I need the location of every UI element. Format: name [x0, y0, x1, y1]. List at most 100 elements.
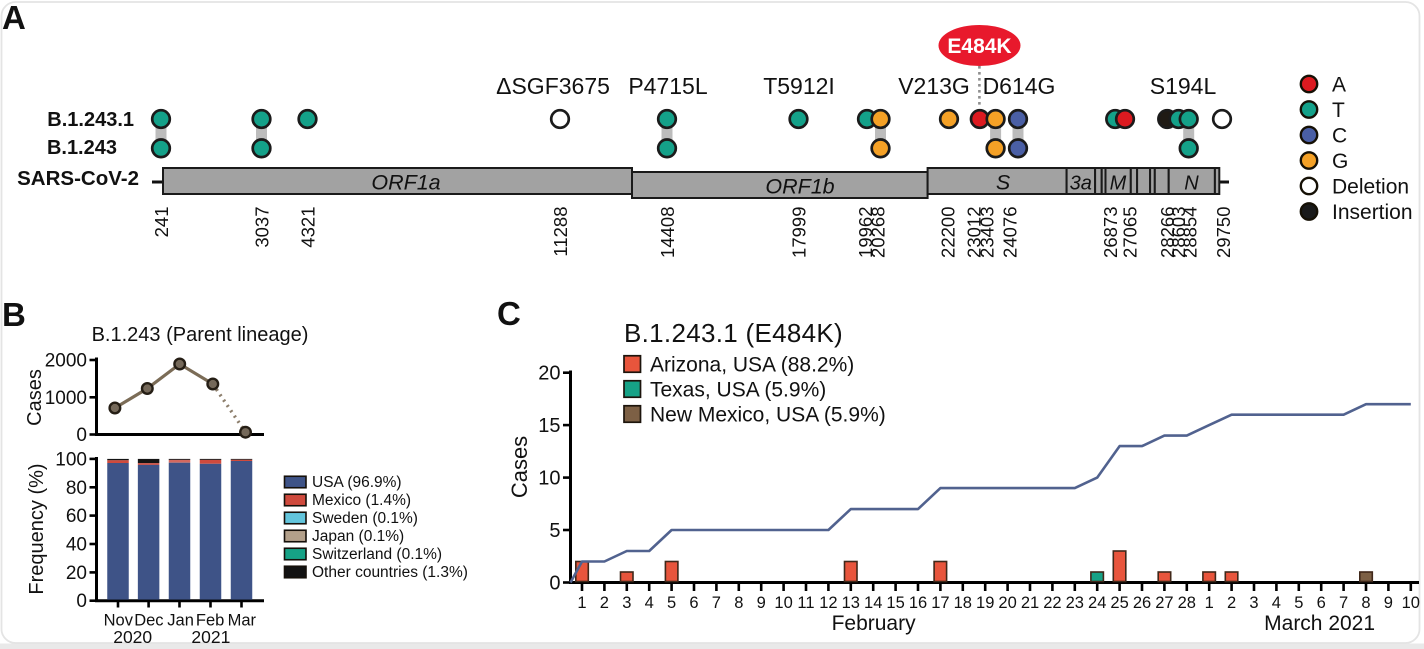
- svg-text:Dec: Dec: [134, 612, 163, 630]
- svg-text:B.1.243.1 (E484K): B.1.243.1 (E484K): [624, 318, 843, 348]
- svg-text:A: A: [2, 0, 26, 36]
- svg-text:27065: 27065: [1120, 207, 1141, 258]
- svg-text:4: 4: [645, 594, 654, 612]
- svg-text:6: 6: [1317, 594, 1326, 612]
- svg-text:17: 17: [931, 594, 949, 612]
- svg-text:15: 15: [538, 415, 560, 437]
- svg-text:6: 6: [689, 594, 698, 612]
- svg-text:Cases: Cases: [24, 369, 46, 426]
- svg-text:Nov: Nov: [104, 612, 134, 630]
- svg-text:5: 5: [667, 594, 676, 612]
- svg-text:S194L: S194L: [1150, 73, 1217, 99]
- svg-text:1: 1: [577, 594, 586, 612]
- svg-text:9: 9: [757, 594, 766, 612]
- svg-text:N: N: [1184, 173, 1199, 195]
- svg-text:New Mexico, USA (5.9%): New Mexico, USA (5.9%): [650, 403, 886, 426]
- svg-text:B: B: [2, 296, 26, 333]
- svg-text:9: 9: [1384, 594, 1393, 612]
- svg-text:19962: 19962: [855, 207, 876, 258]
- svg-text:7: 7: [712, 594, 721, 612]
- svg-text:25: 25: [1110, 594, 1128, 612]
- svg-text:11288: 11288: [550, 207, 571, 257]
- svg-text:4321: 4321: [298, 207, 319, 248]
- svg-text:10: 10: [1402, 594, 1420, 612]
- svg-text:12: 12: [819, 594, 837, 612]
- svg-text:22: 22: [1043, 594, 1061, 612]
- svg-text:Texas, USA (5.9%): Texas, USA (5.9%): [650, 378, 826, 401]
- svg-text:3: 3: [1249, 594, 1258, 612]
- svg-text:B.1.243: B.1.243: [47, 137, 117, 159]
- svg-text:23: 23: [1066, 594, 1084, 612]
- svg-text:D614G: D614G: [983, 73, 1056, 99]
- svg-text:18: 18: [954, 594, 972, 612]
- svg-text:14408: 14408: [657, 207, 678, 258]
- svg-text:ORF1a: ORF1a: [371, 171, 440, 195]
- svg-text:February: February: [832, 612, 917, 635]
- svg-text:22200: 22200: [938, 207, 959, 258]
- svg-text:2: 2: [600, 594, 609, 612]
- svg-text:17999: 17999: [789, 207, 810, 258]
- svg-text:3: 3: [622, 594, 631, 612]
- svg-text:C: C: [1332, 125, 1347, 148]
- svg-text:28854: 28854: [1180, 207, 1201, 258]
- svg-text:Sweden (0.1%): Sweden (0.1%): [312, 510, 418, 527]
- svg-text:Deletion: Deletion: [1332, 176, 1409, 199]
- svg-text:26873: 26873: [1100, 207, 1121, 258]
- svg-text:1000: 1000: [45, 388, 87, 409]
- svg-text:20: 20: [538, 363, 560, 385]
- svg-text:ΔSGF3675: ΔSGF3675: [496, 73, 610, 99]
- svg-text:M: M: [1110, 173, 1127, 195]
- svg-text:T5912I: T5912I: [763, 73, 835, 99]
- svg-text:11: 11: [797, 594, 814, 612]
- svg-text:241: 241: [151, 207, 172, 238]
- svg-text:P4715L: P4715L: [628, 73, 708, 99]
- svg-text:7: 7: [1339, 594, 1348, 612]
- svg-text:Feb: Feb: [196, 612, 224, 630]
- svg-text:Japan (0.1%): Japan (0.1%): [312, 528, 404, 545]
- svg-text:8: 8: [734, 594, 743, 612]
- svg-text:29750: 29750: [1213, 207, 1234, 258]
- svg-text:USA (96.9%): USA (96.9%): [312, 474, 402, 491]
- svg-text:E484K: E484K: [947, 35, 1011, 58]
- svg-text:Jan: Jan: [167, 612, 194, 630]
- svg-text:28266: 28266: [1157, 207, 1178, 258]
- svg-text:Frequency (%): Frequency (%): [26, 463, 48, 594]
- svg-text:T: T: [1332, 99, 1345, 122]
- svg-text:0: 0: [76, 425, 87, 446]
- svg-text:3037: 3037: [252, 207, 273, 248]
- svg-text:0: 0: [549, 573, 560, 595]
- svg-text:ORF1b: ORF1b: [765, 175, 834, 199]
- svg-text:0: 0: [76, 591, 87, 612]
- svg-text:2000: 2000: [45, 351, 87, 372]
- svg-text:23012: 23012: [964, 207, 985, 258]
- svg-text:2021: 2021: [191, 627, 230, 647]
- svg-text:20: 20: [998, 594, 1016, 612]
- svg-text:Mar: Mar: [228, 612, 257, 630]
- svg-text:13: 13: [842, 594, 860, 612]
- svg-text:Other countries (1.3%): Other countries (1.3%): [312, 564, 468, 581]
- svg-text:24076: 24076: [1000, 207, 1021, 258]
- svg-text:2: 2: [1227, 594, 1236, 612]
- svg-text:16: 16: [909, 594, 927, 612]
- svg-text:G: G: [1332, 150, 1348, 173]
- svg-text:V213G: V213G: [898, 73, 970, 99]
- svg-text:3a: 3a: [1070, 173, 1092, 195]
- svg-text:4: 4: [1272, 594, 1281, 612]
- svg-text:20268: 20268: [868, 207, 889, 258]
- svg-text:28: 28: [1178, 594, 1196, 612]
- svg-text:5: 5: [549, 520, 560, 542]
- svg-text:100: 100: [55, 449, 87, 470]
- svg-text:21: 21: [1021, 594, 1039, 612]
- svg-text:27: 27: [1155, 594, 1173, 612]
- svg-text:5: 5: [1294, 594, 1303, 612]
- svg-text:60: 60: [66, 506, 87, 527]
- svg-text:28603: 28603: [1168, 207, 1189, 258]
- svg-text:10: 10: [774, 594, 792, 612]
- svg-text:8: 8: [1361, 594, 1370, 612]
- svg-text:20: 20: [66, 563, 87, 584]
- svg-text:March 2021: March 2021: [1264, 612, 1375, 635]
- svg-text:23403: 23403: [977, 207, 998, 258]
- svg-text:Mexico (1.4%): Mexico (1.4%): [312, 492, 411, 509]
- svg-text:Arizona, USA (88.2%): Arizona, USA (88.2%): [650, 353, 854, 376]
- svg-text:80: 80: [66, 478, 87, 499]
